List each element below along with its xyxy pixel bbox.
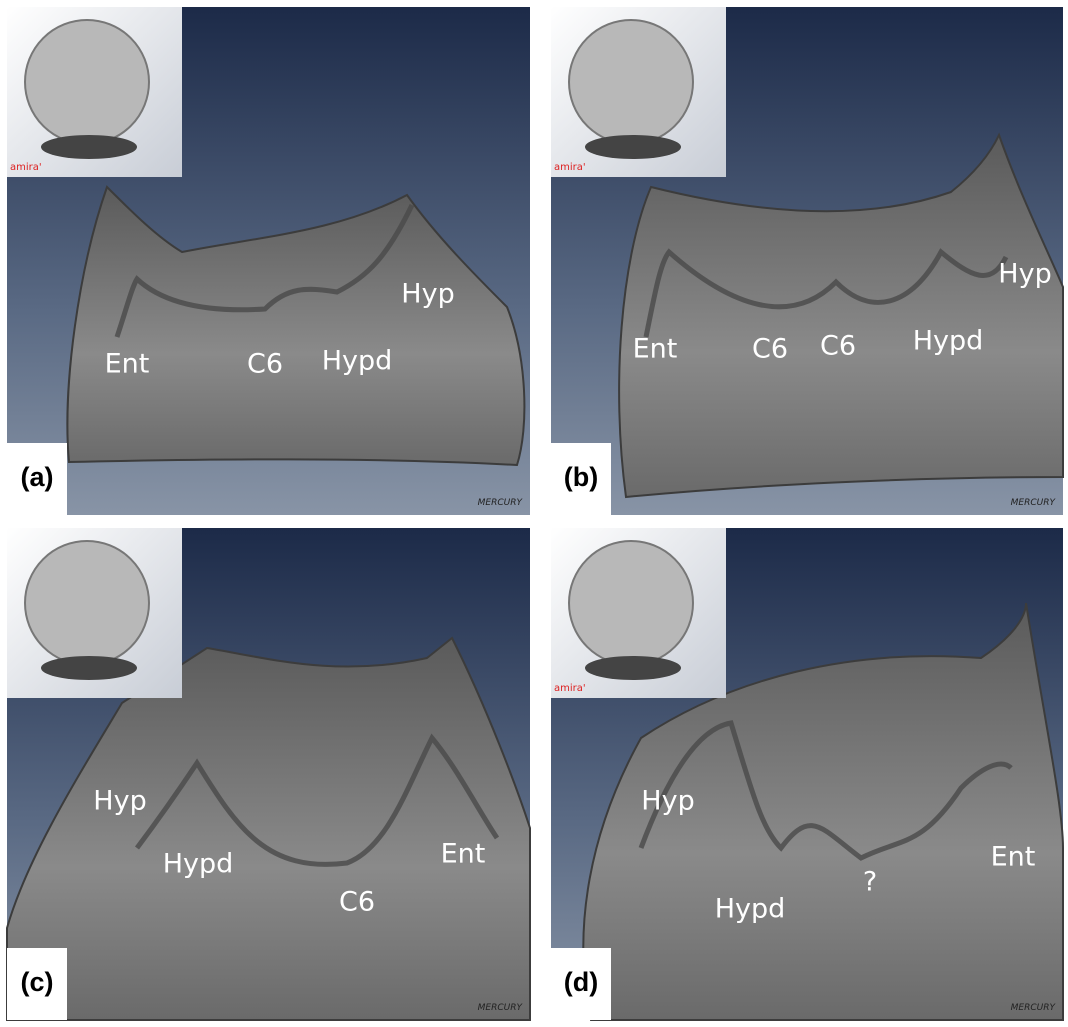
inset-tooth-base <box>585 135 681 159</box>
watermark: MERCURY <box>1011 1003 1057 1013</box>
inset-tooth <box>569 541 693 665</box>
watermark: MERCURY <box>478 498 524 508</box>
inset-tooth <box>569 20 693 144</box>
figure: amira' Ent C6 Hypd Hyp (a) MERCURY amira' Ent C6 C… <box>0 0 1068 1027</box>
cusp-label: C6 <box>752 334 788 365</box>
inset-tooth-base <box>41 656 137 680</box>
cusp-label: Ent <box>633 334 678 365</box>
inset-logo: amira' <box>554 683 586 694</box>
cusp-label: Hyp <box>641 786 694 817</box>
cusp-label: Hyp <box>401 279 454 310</box>
inset-logo: amira' <box>10 162 42 173</box>
inset-tooth-base <box>41 135 137 159</box>
panel: amira' Ent C6 C6 Hypd Hyp (b) MERCURY <box>551 7 1063 515</box>
panel-letter: (d) <box>564 967 598 997</box>
watermark: MERCURY <box>478 1003 524 1013</box>
inset-tooth <box>25 541 149 665</box>
cusp-label: ? <box>863 867 877 898</box>
watermark: MERCURY <box>1011 498 1057 508</box>
panel: amira' Hyp Hypd? Ent (d) MERCURY <box>551 528 1063 1020</box>
inset-logo: amira' <box>554 162 586 173</box>
cusp-label: C6 <box>247 349 283 380</box>
cusp-label: Hypd <box>715 894 786 925</box>
inset-tooth-base <box>585 656 681 680</box>
panel: amira' Ent C6 Hypd Hyp (a) MERCURY <box>7 7 530 515</box>
panel-letter: (a) <box>21 462 54 492</box>
panel-letter: (c) <box>21 967 54 997</box>
panel: Hyp Hypd C6 Ent (c) MERCURY <box>7 528 530 1020</box>
cusp-label: Ent <box>105 349 150 380</box>
panel-letter: (b) <box>564 462 598 492</box>
cusp-label: C6 <box>820 331 856 362</box>
cusp-label: Hyp <box>93 786 146 817</box>
cusp-label: Ent <box>991 842 1036 873</box>
cusp-label: Hyp <box>998 259 1051 290</box>
cusp-label: Hypd <box>322 346 393 377</box>
cusp-label: Ent <box>441 839 486 870</box>
cusp-label: Hypd <box>913 326 984 357</box>
cusp-label: Hypd <box>163 849 234 880</box>
inset-tooth <box>25 20 149 144</box>
cusp-label: C6 <box>339 887 375 918</box>
